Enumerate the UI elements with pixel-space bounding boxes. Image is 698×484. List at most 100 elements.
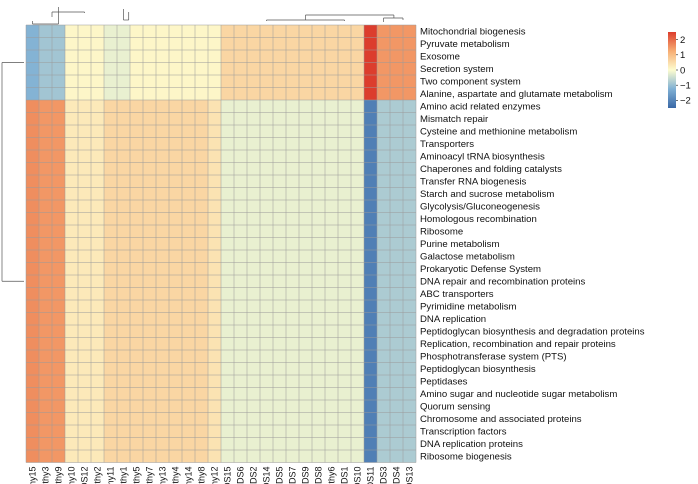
heatmap-cell bbox=[312, 75, 325, 88]
heatmap-cell bbox=[195, 400, 208, 413]
heatmap-cell bbox=[377, 362, 390, 375]
heatmap-cell bbox=[195, 125, 208, 138]
heatmap-cell bbox=[65, 212, 78, 225]
heatmap-cell bbox=[117, 350, 130, 363]
heatmap-cell bbox=[130, 50, 143, 63]
heatmap-cell bbox=[338, 412, 351, 425]
heatmap-cell bbox=[351, 212, 364, 225]
heatmap-cell bbox=[156, 412, 169, 425]
heatmap-cell bbox=[234, 137, 247, 150]
heatmap-cell bbox=[208, 375, 221, 388]
heatmap-cell bbox=[390, 112, 403, 125]
heatmap-cell bbox=[247, 162, 260, 175]
column-label: DS1 bbox=[340, 467, 350, 484]
heatmap-cell bbox=[26, 212, 39, 225]
heatmap-cell bbox=[104, 50, 117, 63]
heatmap-cell bbox=[156, 225, 169, 238]
heatmap-cell bbox=[65, 412, 78, 425]
heatmap-cell bbox=[325, 362, 338, 375]
heatmap-cell bbox=[26, 237, 39, 250]
row-label: Replication, recombination and repair pr… bbox=[420, 339, 616, 350]
heatmap-cell bbox=[247, 262, 260, 275]
heatmap-cell bbox=[52, 75, 65, 88]
heatmap-cell bbox=[195, 212, 208, 225]
heatmap-cell bbox=[351, 300, 364, 313]
heatmap-cell bbox=[390, 100, 403, 113]
heatmap-cell bbox=[65, 325, 78, 338]
heatmap-cell bbox=[117, 412, 130, 425]
heatmap-cell bbox=[364, 212, 377, 225]
heatmap-cell bbox=[299, 187, 312, 200]
heatmap-cell bbox=[117, 425, 130, 438]
heatmap-cell bbox=[286, 175, 299, 188]
row-label: Prokaryotic Defense System bbox=[420, 264, 541, 275]
heatmap-cell bbox=[377, 250, 390, 263]
heatmap-cell bbox=[182, 375, 195, 388]
heatmap-cell bbox=[26, 362, 39, 375]
heatmap-cell bbox=[143, 37, 156, 50]
heatmap-cell bbox=[130, 375, 143, 388]
heatmap-cell bbox=[338, 337, 351, 350]
heatmap-cell bbox=[117, 150, 130, 163]
heatmap-cell bbox=[130, 275, 143, 288]
heatmap-cell bbox=[286, 62, 299, 75]
heatmap-cell bbox=[182, 50, 195, 63]
heatmap-cell bbox=[299, 250, 312, 263]
column-label: DS7 bbox=[288, 467, 298, 484]
heatmap-cell bbox=[390, 237, 403, 250]
heatmap-cell bbox=[312, 187, 325, 200]
heatmap-cell bbox=[78, 362, 91, 375]
heatmap-cell bbox=[104, 450, 117, 463]
heatmap-cell bbox=[247, 212, 260, 225]
heatmap-cell bbox=[221, 450, 234, 463]
heatmap-cell bbox=[377, 387, 390, 400]
heatmap-cell bbox=[104, 325, 117, 338]
heatmap-cell bbox=[208, 412, 221, 425]
heatmap-cell bbox=[130, 250, 143, 263]
heatmap-cell bbox=[143, 337, 156, 350]
heatmap-cell bbox=[195, 225, 208, 238]
heatmap-cell bbox=[65, 450, 78, 463]
heatmap-cell bbox=[377, 25, 390, 38]
heatmap-cell bbox=[104, 425, 117, 438]
heatmap-cell bbox=[130, 125, 143, 138]
heatmap-cell bbox=[299, 300, 312, 313]
heatmap-cell bbox=[78, 325, 91, 338]
heatmap-cell bbox=[351, 400, 364, 413]
heatmap-cell bbox=[26, 50, 39, 63]
heatmap-cell bbox=[403, 375, 416, 388]
heatmap-cell bbox=[39, 225, 52, 238]
heatmap-cell bbox=[104, 237, 117, 250]
heatmap-cell bbox=[143, 162, 156, 175]
heatmap-cell bbox=[65, 287, 78, 300]
heatmap-cell bbox=[39, 237, 52, 250]
heatmap-cell bbox=[338, 362, 351, 375]
heatmap-cell bbox=[247, 225, 260, 238]
heatmap-cell bbox=[221, 162, 234, 175]
heatmap-cell bbox=[104, 350, 117, 363]
heatmap-cell bbox=[338, 50, 351, 63]
heatmap-cell bbox=[195, 250, 208, 263]
heatmap-cell bbox=[273, 200, 286, 213]
heatmap-cell bbox=[247, 287, 260, 300]
heatmap-cell bbox=[104, 375, 117, 388]
heatmap-cell bbox=[273, 275, 286, 288]
heatmap-cell bbox=[390, 387, 403, 400]
heatmap-cell bbox=[273, 25, 286, 38]
heatmap-cell bbox=[52, 100, 65, 113]
heatmap-cell bbox=[273, 437, 286, 450]
heatmap-cell bbox=[117, 137, 130, 150]
heatmap-cell bbox=[65, 400, 78, 413]
column-label: DS9 bbox=[301, 467, 311, 484]
heatmap-cell bbox=[312, 125, 325, 138]
heatmap-cell bbox=[208, 262, 221, 275]
heatmap-cell bbox=[299, 50, 312, 63]
heatmap-cell bbox=[403, 400, 416, 413]
heatmap-cell bbox=[338, 425, 351, 438]
column-label: Healthy8 bbox=[197, 467, 207, 484]
heatmap-cell bbox=[273, 325, 286, 338]
heatmap-cell bbox=[52, 300, 65, 313]
heatmap-cell bbox=[338, 450, 351, 463]
heatmap-cell bbox=[78, 237, 91, 250]
